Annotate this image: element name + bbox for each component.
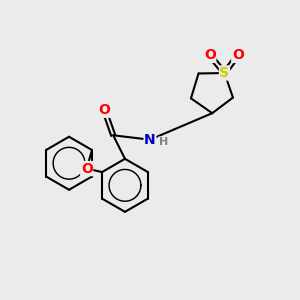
- Text: O: O: [232, 48, 244, 62]
- Text: O: O: [98, 103, 110, 117]
- Text: S: S: [220, 66, 230, 80]
- Text: O: O: [204, 48, 216, 62]
- Text: O: O: [81, 161, 93, 176]
- Text: H: H: [159, 137, 168, 147]
- Text: N: N: [144, 133, 156, 147]
